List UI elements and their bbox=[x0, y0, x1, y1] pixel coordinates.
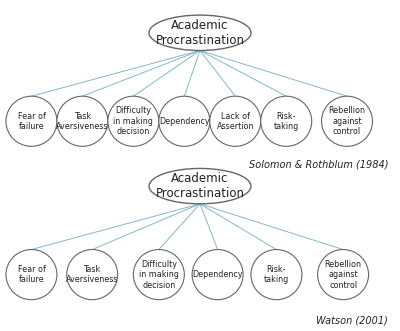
Ellipse shape bbox=[159, 96, 210, 146]
Text: Task
Aversiveness: Task Aversiveness bbox=[66, 265, 118, 284]
Text: Solomon & Rothblum (1984): Solomon & Rothblum (1984) bbox=[249, 160, 388, 169]
Text: Risk-
taking: Risk- taking bbox=[264, 265, 289, 284]
Text: Academic
Procrastination: Academic Procrastination bbox=[156, 172, 244, 200]
Text: Task
Aversiveness: Task Aversiveness bbox=[56, 112, 109, 131]
Text: Rebellion
against
control: Rebellion against control bbox=[324, 260, 362, 290]
Ellipse shape bbox=[67, 250, 118, 300]
Ellipse shape bbox=[322, 96, 372, 146]
Ellipse shape bbox=[6, 250, 57, 300]
Ellipse shape bbox=[192, 250, 243, 300]
Ellipse shape bbox=[149, 15, 251, 51]
Text: Dependency: Dependency bbox=[192, 270, 243, 279]
Ellipse shape bbox=[318, 250, 368, 300]
Ellipse shape bbox=[133, 250, 184, 300]
Ellipse shape bbox=[261, 96, 312, 146]
Text: Difficulty
in making
decision: Difficulty in making decision bbox=[139, 260, 179, 290]
Ellipse shape bbox=[108, 96, 159, 146]
Text: Academic
Procrastination: Academic Procrastination bbox=[156, 19, 244, 47]
Ellipse shape bbox=[251, 250, 302, 300]
Text: Rebellion
against
control: Rebellion against control bbox=[328, 106, 366, 136]
Text: Dependency: Dependency bbox=[159, 117, 210, 126]
Ellipse shape bbox=[57, 96, 108, 146]
Text: Difficulty
in making
decision: Difficulty in making decision bbox=[114, 106, 153, 136]
Text: Risk-
taking: Risk- taking bbox=[274, 112, 299, 131]
Text: Fear of
failure: Fear of failure bbox=[18, 265, 45, 284]
Text: Watson (2001): Watson (2001) bbox=[316, 316, 388, 326]
Ellipse shape bbox=[210, 96, 261, 146]
Ellipse shape bbox=[149, 168, 251, 204]
Text: Fear of
failure: Fear of failure bbox=[18, 112, 45, 131]
Ellipse shape bbox=[6, 96, 57, 146]
Text: Lack of
Assertion: Lack of Assertion bbox=[216, 112, 254, 131]
